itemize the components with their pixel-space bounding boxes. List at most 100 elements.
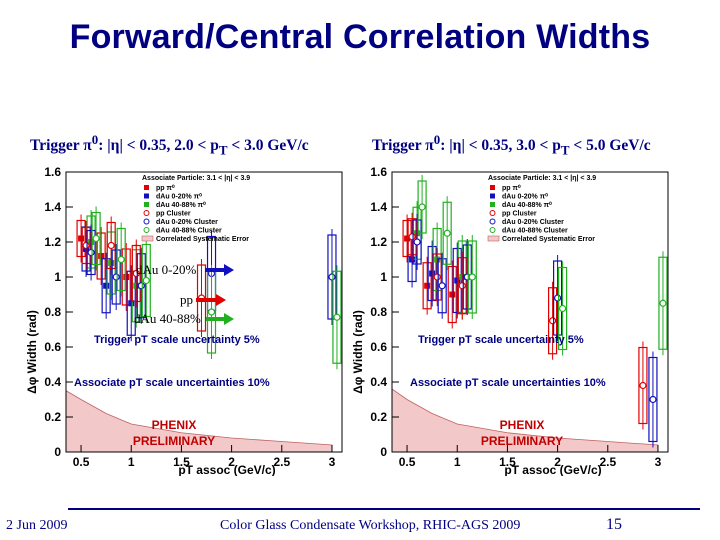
data-point-cluster: [438, 282, 446, 290]
y-tick-label: 1.6: [44, 165, 61, 179]
legend-marker: [144, 193, 149, 199]
data-point-pp: [98, 253, 105, 259]
x-tick-label: 1: [454, 455, 461, 469]
y-tick-label: 0.2: [370, 410, 387, 424]
legend-marker: [490, 185, 495, 190]
right-trigger-prefix: Trigger π: [372, 137, 434, 155]
x-tick-label: 3: [329, 455, 336, 469]
legend-marker: [143, 218, 150, 225]
annotation-pp: pp: [180, 292, 193, 307]
legend-entry: dAu 0-20% Cluster: [502, 219, 564, 226]
right-trigger-rest: : |η| < 0.35, 3.0 < p: [440, 137, 561, 155]
legend-entry: dAu 0-20% π⁰: [156, 193, 202, 201]
legend-entry: Correlated Systematic Error: [156, 236, 249, 243]
data-point-cluster: [554, 294, 562, 302]
data-point-dau: [429, 270, 436, 277]
x-tick-label: 0.5: [73, 455, 90, 469]
legend-marker: [487, 235, 500, 242]
data-point-cluster: [82, 241, 90, 250]
y-tick-label: 0.2: [44, 410, 61, 424]
right-trigger-label: Trigger π0: |η| < 0.35, 3.0 < pT < 5.0 G…: [372, 132, 651, 158]
y-tick-label: 1: [380, 270, 387, 284]
data-point-pp: [123, 274, 130, 280]
data-point-cluster: [333, 313, 341, 321]
legend-title: Associate Particle: 3.1 < |η| < 3.9: [142, 175, 250, 182]
data-point-pp: [449, 291, 456, 298]
legend-marker: [490, 193, 495, 199]
legend-marker: [143, 227, 150, 233]
footer-date: 2 Jun 2009: [6, 518, 68, 533]
right-trigger-sub: T: [560, 142, 570, 158]
annotation-associate-scale: Associate pT scale uncertainties 10%: [410, 377, 606, 389]
y-tick-label: 0.8: [44, 305, 61, 319]
data-point-cluster: [197, 294, 206, 302]
left-trigger-sub: T: [218, 142, 228, 158]
left-trigger-end: < 3.0 GeV/c: [227, 137, 309, 155]
data-point-cluster: [142, 276, 150, 285]
left-trigger-sup: 0: [91, 132, 99, 147]
legend-entry: dAu 0-20% π⁰: [502, 193, 548, 201]
legend-marker: [489, 218, 496, 225]
data-point-pp: [78, 235, 85, 242]
legend-entry: Correlated Systematic Error: [502, 236, 595, 243]
left-width-plot: 0 0.2 0.4 0.6 0.8 1 1.2 1.4 1.6 0.5 1 1.5 2 2.5 3 pT as…: [25, 165, 343, 476]
left-trigger-label: Trigger π0: |η| < 0.35, 2.0 < pT < 3.0 G…: [30, 132, 309, 158]
data-point-dau: [128, 300, 135, 307]
data-point-cluster: [458, 282, 466, 290]
legend-entry: pp Cluster: [502, 211, 537, 218]
y-tick-label: 1: [54, 270, 61, 284]
y-axis-label: Δφ Width (rad): [25, 310, 39, 394]
data-point-cluster: [468, 273, 476, 281]
data-point-cluster: [408, 233, 416, 241]
annotation-associate-scale: Associate pT scale uncertainties 10%: [74, 377, 270, 389]
plot-frame: [65, 171, 343, 453]
y-tick-label: 1.4: [370, 200, 387, 214]
left-trigger-prefix: Trigger π: [30, 137, 92, 155]
data-point-pp: [424, 282, 431, 289]
slide-title: Forward/Central Correlation Widths: [69, 18, 651, 56]
y-tick-label: 1.4: [44, 200, 61, 214]
phenix-label: PHENIX: [152, 418, 197, 432]
data-point-cluster: [328, 273, 336, 281]
legend-marker: [489, 227, 496, 233]
data-point-cluster: [639, 381, 647, 390]
data-point-cluster: [92, 234, 100, 243]
right-width-plot: 0 0.2 0.4 0.6 0.8 1 1.2 1.4 1.6 0.5 1 1.5 2 2.5 3 pT as…: [351, 165, 669, 476]
x-tick-label: 2: [228, 455, 235, 469]
data-point-cluster: [649, 395, 657, 404]
x-tick-label: 0.5: [399, 455, 416, 469]
data-point-cluster: [413, 238, 421, 246]
y-tick-label: 0: [380, 445, 387, 459]
x-axis-label: pT assoc (GeV/c): [504, 463, 601, 476]
data-point-pp: [404, 235, 411, 242]
x-tick-label: 3: [655, 455, 662, 469]
legend-entry: dAu 40-88% π⁰: [502, 201, 552, 209]
data-point-cluster: [659, 299, 667, 307]
legend-marker: [490, 202, 495, 207]
y-axis-label: Δφ Width (rad): [351, 310, 365, 394]
y-tick-label: 1.6: [370, 165, 387, 179]
legend-title: Associate Particle: 3.1 < |η| < 3.9: [488, 175, 596, 182]
preliminary-label: PRELIMINARY: [133, 434, 215, 448]
x-axis-label: pT assoc (GeV/c): [178, 463, 275, 476]
legend-marker: [144, 185, 149, 190]
data-point-cluster: [559, 304, 567, 313]
data-point-cluster: [207, 308, 216, 316]
y-tick-label: 0.4: [44, 375, 61, 389]
y-tick-label: 1.2: [370, 235, 387, 249]
data-point-cluster: [433, 273, 441, 281]
x-tick-label: 1: [128, 455, 135, 469]
legend-marker: [143, 210, 150, 216]
left-trigger-rest: : |η| < 0.35, 2.0 < p: [98, 137, 219, 155]
y-tick-label: 0.4: [370, 375, 387, 389]
legend-marker: [489, 210, 496, 216]
page-number: 15: [606, 516, 622, 533]
annotation-trigger-scale: Trigger pT scale uncertainty 5%: [94, 334, 260, 346]
x-tick-label: 1.5: [173, 455, 190, 469]
legend-entry: dAu 40-88% π⁰: [156, 201, 206, 209]
data-point-cluster: [112, 273, 120, 281]
x-tick-label: 2.5: [599, 455, 616, 469]
legend-marker: [144, 202, 149, 207]
legend-marker: [141, 235, 154, 242]
data-point-cluster: [117, 255, 125, 264]
